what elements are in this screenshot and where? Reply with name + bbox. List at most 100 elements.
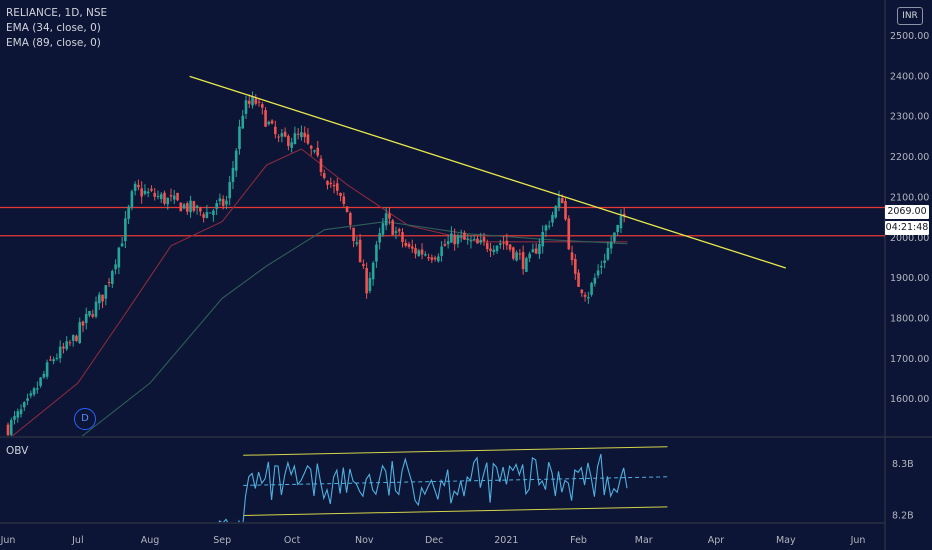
candle-body bbox=[495, 245, 499, 252]
candle-body bbox=[410, 246, 414, 249]
candle-body bbox=[381, 223, 385, 235]
candle-body bbox=[270, 120, 274, 124]
y-tick-label: 2200.00 bbox=[890, 152, 929, 163]
candle-body bbox=[231, 167, 235, 183]
candle-body bbox=[456, 235, 460, 244]
candle-body bbox=[153, 192, 157, 197]
candle-body bbox=[290, 142, 293, 148]
candle-body bbox=[326, 180, 329, 185]
candle-body bbox=[137, 184, 140, 188]
candle-body bbox=[215, 203, 218, 209]
candle-body bbox=[378, 233, 381, 243]
candle-body bbox=[339, 192, 342, 196]
candle-body bbox=[81, 321, 85, 326]
candle-body bbox=[238, 126, 241, 150]
candle-body bbox=[583, 294, 587, 297]
candle-body bbox=[427, 257, 430, 259]
candle-body bbox=[335, 183, 339, 191]
candle-body bbox=[195, 205, 199, 208]
candle-body bbox=[287, 135, 290, 147]
x-tick-label: Aug bbox=[141, 535, 160, 546]
candle-body bbox=[212, 210, 215, 216]
candle-body bbox=[362, 264, 365, 266]
candle-body bbox=[114, 264, 117, 270]
candle-body bbox=[91, 314, 95, 317]
candle-body bbox=[358, 239, 362, 263]
candle-body bbox=[368, 278, 372, 292]
candle-body bbox=[189, 200, 192, 213]
candle-body bbox=[371, 262, 375, 280]
x-tick-label: Jun bbox=[0, 535, 15, 546]
candle-body bbox=[499, 243, 502, 245]
y-tick-label: 1800.00 bbox=[890, 313, 929, 324]
candle-body bbox=[101, 294, 104, 302]
candle-body bbox=[424, 254, 427, 256]
candle-body bbox=[23, 402, 26, 408]
candle-body bbox=[166, 197, 170, 205]
obv-y-tick-label: 8.3B bbox=[892, 459, 914, 470]
candle-body bbox=[482, 237, 486, 242]
candle-body bbox=[205, 212, 209, 218]
candle-body bbox=[300, 132, 303, 138]
candle-body bbox=[492, 249, 496, 253]
candle-body bbox=[590, 283, 593, 295]
dividend-marker-icon[interactable]: D bbox=[74, 408, 96, 430]
candle-body bbox=[609, 242, 613, 249]
candle-body bbox=[450, 233, 453, 243]
candle-body bbox=[329, 182, 333, 185]
candle-body bbox=[446, 241, 450, 245]
candle-body bbox=[13, 415, 16, 420]
candle-body bbox=[309, 145, 313, 149]
candle-body bbox=[179, 202, 183, 212]
candle-body bbox=[375, 244, 378, 262]
candle-body bbox=[283, 131, 287, 137]
candle-body bbox=[280, 133, 284, 137]
candle-body bbox=[9, 420, 13, 435]
candle-body bbox=[6, 424, 10, 436]
legend-symbol: RELIANCE, 1D, NSE bbox=[6, 7, 108, 19]
obv-channel-lower bbox=[243, 506, 668, 516]
last-price-tag: 2069.00 bbox=[885, 205, 929, 219]
candle-body bbox=[443, 244, 447, 246]
candle-body bbox=[192, 201, 196, 211]
candle-body bbox=[26, 398, 29, 401]
ema-89-line bbox=[81, 221, 628, 436]
candle-body bbox=[365, 268, 368, 294]
candle-body bbox=[267, 121, 271, 125]
candle-body bbox=[560, 198, 564, 204]
candle-body bbox=[345, 206, 349, 213]
candle-body bbox=[322, 173, 326, 178]
candle-body bbox=[208, 212, 212, 214]
candle-body bbox=[525, 258, 528, 272]
obv-y-tick-label: 8.2B bbox=[892, 511, 914, 522]
candle-body bbox=[570, 252, 574, 261]
y-tick-label: 2300.00 bbox=[890, 112, 929, 123]
candle-body bbox=[62, 346, 65, 349]
candle-body bbox=[277, 136, 280, 138]
candle-body bbox=[384, 213, 388, 226]
x-tick-label: May bbox=[776, 535, 796, 546]
candle-body bbox=[221, 198, 225, 206]
candle-body bbox=[453, 234, 456, 245]
candle-body bbox=[58, 346, 62, 359]
candle-body bbox=[71, 335, 75, 341]
candle-body bbox=[264, 110, 267, 127]
candle-body bbox=[433, 257, 437, 260]
candle-body bbox=[388, 213, 391, 219]
candle-body bbox=[169, 195, 173, 197]
chart-legend: RELIANCE, 1D, NSE EMA (34, close, 0) EMA… bbox=[6, 6, 107, 51]
candle-body bbox=[619, 216, 623, 229]
candle-body bbox=[557, 197, 561, 208]
candle-body bbox=[440, 246, 443, 256]
candle-body bbox=[293, 133, 297, 145]
candle-body bbox=[613, 232, 616, 242]
candle-body bbox=[84, 313, 88, 323]
candle-body bbox=[554, 206, 558, 218]
candle-body bbox=[603, 260, 606, 264]
currency-button[interactable]: INR bbox=[897, 7, 923, 25]
candle-body bbox=[55, 357, 59, 360]
candle-body bbox=[234, 150, 238, 171]
candle-body bbox=[404, 242, 408, 246]
candle-body bbox=[472, 239, 476, 241]
